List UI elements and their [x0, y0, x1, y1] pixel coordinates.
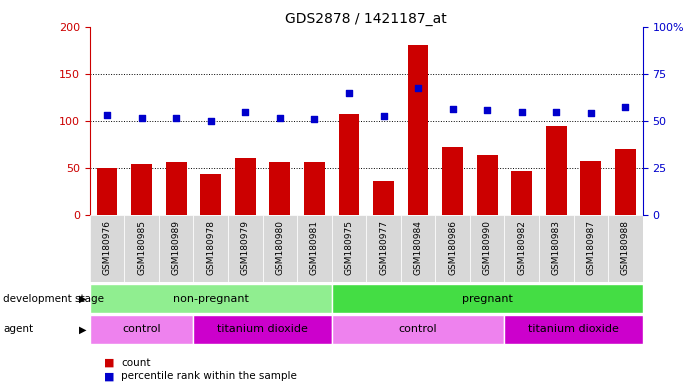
Bar: [408, 45, 428, 215]
Text: GSM180977: GSM180977: [379, 220, 388, 275]
Bar: [124, 215, 159, 282]
Text: ■: ■: [104, 358, 114, 368]
Text: GSM180982: GSM180982: [517, 220, 527, 275]
Bar: [477, 155, 498, 215]
Bar: [574, 215, 608, 282]
Text: pregnant: pregnant: [462, 293, 513, 304]
Bar: [90, 215, 124, 282]
Bar: [297, 215, 332, 282]
Text: GSM180990: GSM180990: [482, 220, 492, 275]
Bar: [366, 215, 401, 282]
Text: development stage: development stage: [3, 293, 104, 304]
Point: [136, 115, 147, 121]
Bar: [228, 215, 263, 282]
Point: [343, 90, 354, 96]
Text: control: control: [399, 324, 437, 334]
Bar: [504, 315, 643, 344]
Bar: [373, 181, 394, 215]
Point: [378, 113, 389, 119]
Bar: [580, 161, 601, 215]
Bar: [332, 215, 366, 282]
Bar: [304, 162, 325, 215]
Text: ▶: ▶: [79, 324, 86, 334]
Text: titanium dioxide: titanium dioxide: [217, 324, 308, 334]
Text: GSM180987: GSM180987: [586, 220, 596, 275]
Bar: [97, 168, 117, 215]
Text: GSM180989: GSM180989: [171, 220, 181, 275]
Text: GSM180986: GSM180986: [448, 220, 457, 275]
Text: titanium dioxide: titanium dioxide: [528, 324, 619, 334]
Bar: [166, 162, 187, 215]
Point: [102, 112, 113, 118]
Text: GSM180983: GSM180983: [551, 220, 561, 275]
Text: count: count: [121, 358, 151, 368]
Text: GSM180988: GSM180988: [621, 220, 630, 275]
Point: [171, 115, 182, 121]
Text: ■: ■: [104, 371, 114, 381]
Point: [516, 109, 527, 116]
Bar: [90, 284, 332, 313]
Title: GDS2878 / 1421187_at: GDS2878 / 1421187_at: [285, 12, 447, 26]
Text: GSM180975: GSM180975: [344, 220, 354, 275]
Text: GSM180980: GSM180980: [275, 220, 285, 275]
Bar: [435, 215, 470, 282]
Bar: [200, 174, 221, 215]
Bar: [235, 158, 256, 215]
Bar: [504, 215, 539, 282]
Text: GSM180981: GSM180981: [310, 220, 319, 275]
Bar: [539, 215, 574, 282]
Text: percentile rank within the sample: percentile rank within the sample: [121, 371, 297, 381]
Bar: [159, 215, 193, 282]
Bar: [332, 284, 643, 313]
Bar: [442, 147, 463, 215]
Bar: [401, 215, 435, 282]
Point: [274, 115, 285, 121]
Point: [309, 116, 320, 122]
Bar: [470, 215, 504, 282]
Point: [205, 118, 216, 124]
Text: GSM180978: GSM180978: [206, 220, 216, 275]
Bar: [615, 149, 636, 215]
Bar: [511, 171, 532, 215]
Text: GSM180985: GSM180985: [137, 220, 146, 275]
Bar: [193, 315, 332, 344]
Text: GSM180976: GSM180976: [102, 220, 112, 275]
Bar: [339, 114, 359, 215]
Point: [413, 85, 424, 91]
Point: [620, 104, 631, 110]
Text: GSM180979: GSM180979: [240, 220, 250, 275]
Point: [585, 110, 596, 116]
Text: control: control: [122, 324, 161, 334]
Point: [482, 107, 493, 113]
Bar: [131, 164, 152, 215]
Text: GSM180984: GSM180984: [413, 220, 423, 275]
Bar: [608, 215, 643, 282]
Bar: [332, 315, 504, 344]
Point: [447, 106, 458, 112]
Text: ▶: ▶: [79, 293, 86, 304]
Bar: [546, 126, 567, 215]
Point: [551, 109, 562, 115]
Bar: [90, 315, 193, 344]
Text: agent: agent: [3, 324, 34, 334]
Text: non-pregnant: non-pregnant: [173, 293, 249, 304]
Bar: [193, 215, 228, 282]
Point: [240, 109, 251, 116]
Bar: [263, 215, 297, 282]
Bar: [269, 162, 290, 215]
